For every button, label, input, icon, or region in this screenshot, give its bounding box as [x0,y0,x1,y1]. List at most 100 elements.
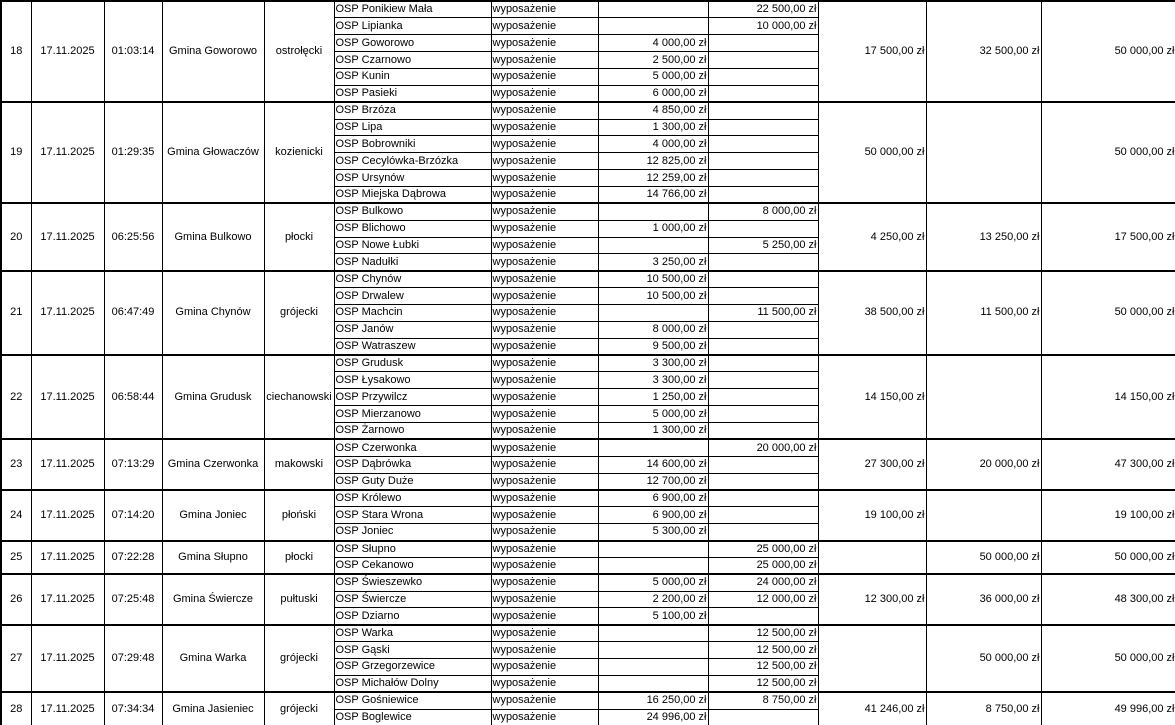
time-cell: 07:13:29 [103,438,163,491]
amount2-cell [707,388,819,407]
powiat-cell: płocki [263,539,335,575]
amount1-cell: 2 500,00 zł [597,51,709,69]
gmina-cell: Gmina Głowaczów [161,101,265,204]
table-row: OSP Miejska Dąbrowa wyposażenie 14 766,00 … [1,185,1175,204]
support-type-cell: wyposażenie [490,253,599,272]
sum1-cell [817,623,927,693]
row-number-cell: 25 [0,539,32,575]
table-row: OSP Machcin wyposażenie 11 500,00 zł [1,303,1175,322]
amount1-cell [597,623,709,643]
total-cell: 50 000,00 zł [1040,539,1175,575]
amount2-cell: 8 750,00 zł [707,691,819,710]
support-type-cell: wyposażenie [490,303,599,322]
osp-name-cell: OSP Machcin [333,303,492,322]
amount1-cell: 12 259,00 zł [597,169,709,187]
table-row: OSP Blichowo wyposażenie 1 000,00 zł [1,219,1175,238]
table-row: 20 17.11.2025 06:25:56 Gmina Bulkowo płocki O… [0,202,1175,272]
amount1-cell [597,556,709,575]
date-cell: 17.11.2025 [30,0,105,103]
date-cell: 17.11.2025 [30,691,105,725]
amount2-cell: 12 500,00 zł [707,623,819,643]
table-row: OSP Janów wyposażenie 8 000,00 zł [1,320,1175,339]
support-type-cell: wyposażenie [490,320,599,339]
amount1-cell: 1 250,00 zł [597,388,709,407]
support-type-cell: wyposażenie [490,607,599,626]
support-type-cell: wyposażenie [490,236,599,255]
osp-name-cell: OSP Blichowo [333,219,492,238]
support-type-cell: wyposażenie [490,506,599,525]
gmina-cell: Gmina Jasieniec [161,691,265,725]
support-type-cell: wyposażenie [490,337,599,356]
powiat-cell: ciechanowski [263,354,335,440]
powiat-cell: ostrołęcki [263,0,335,103]
total-cell: 47 300,00 zł [1040,438,1175,491]
gmina-cell: Gmina Grudusk [161,354,265,440]
amount1-cell: 5 000,00 zł [597,67,709,86]
amount1-cell [597,0,709,19]
osp-name-cell: OSP Przywilcz [333,388,492,407]
support-type-cell: wyposażenie [490,34,599,53]
amount2-cell [707,472,819,491]
powiat-cell: grójecki [263,269,335,356]
osp-name-cell: OSP Joniec [333,523,492,541]
sum2-cell [925,488,1042,541]
table-row: OSP Nowe Łubki wyposażenie 5 250,00 zł [1,236,1175,255]
table-row: OSP Lipianka wyposażenie 10 000,00 zł [1,17,1175,36]
support-type-cell: wyposażenie [490,354,599,373]
sum1-cell: 4 250,00 zł [817,202,927,272]
table-row: 18 17.11.2025 01:03:14 Gmina Goworowo ostroł… [0,0,1175,103]
gmina-cell: Gmina Słupno [161,539,265,575]
osp-name-cell: OSP Czerwonka [333,438,492,457]
sum2-cell: 36 000,00 zł [925,573,1042,626]
support-type-cell: wyposażenie [490,691,599,710]
sum2-cell: 11 500,00 zł [925,269,1042,356]
sum1-cell: 12 300,00 zł [817,573,927,626]
amount1-cell: 1 300,00 zł [597,421,709,440]
osp-name-cell: OSP Świercze [333,590,492,609]
osp-name-cell: OSP Janów [333,320,492,339]
total-cell: 14 150,00 zł [1040,354,1175,440]
amount2-cell [707,84,819,103]
osp-name-cell: OSP Lipa [333,118,492,137]
date-cell: 17.11.2025 [30,488,105,541]
osp-name-cell: OSP Brzóza [333,101,492,120]
amount1-cell: 4 850,00 zł [597,101,709,120]
amount2-cell [707,337,819,356]
table-row: 26 17.11.2025 07:25:48 Gmina Świercze pułtus… [0,573,1175,626]
amount2-cell [707,506,819,525]
amount1-cell [597,658,709,676]
time-cell: 01:29:35 [103,101,163,204]
row-number-cell: 22 [0,354,32,440]
amount1-cell [597,641,709,660]
sum1-cell: 27 300,00 zł [817,438,927,491]
sum2-cell: 50 000,00 zł [925,539,1042,575]
date-cell: 17.11.2025 [30,269,105,356]
date-cell: 17.11.2025 [30,101,105,204]
support-type-cell: wyposażenie [490,438,599,457]
amount1-cell: 3 250,00 zł [597,253,709,272]
row-number-cell: 21 [0,269,32,356]
time-cell: 06:47:49 [103,269,163,356]
powiat-cell: grójecki [263,623,335,693]
osp-name-cell: OSP Bobrowniki [333,135,492,154]
date-cell: 17.11.2025 [30,623,105,693]
amount1-cell: 9 500,00 zł [597,337,709,356]
amount2-cell: 11 500,00 zł [707,303,819,322]
support-type-cell: wyposażenie [490,169,599,187]
table-row: 27 17.11.2025 07:29:48 Gmina Warka grójecki O… [0,623,1175,693]
powiat-cell: płoński [263,488,335,541]
date-cell: 17.11.2025 [30,354,105,440]
row-number-cell: 23 [0,438,32,491]
amount2-cell [707,421,819,440]
amount2-cell [707,523,819,541]
amount2-cell [707,67,819,86]
amount2-cell [707,371,819,390]
support-type-cell: wyposażenie [490,623,599,643]
time-cell: 07:22:28 [103,539,163,575]
powiat-cell: makowski [263,438,335,491]
amount2-cell: 25 000,00 zł [707,556,819,575]
table-row: OSP Czarnowo wyposażenie 2 500,00 zł [1,51,1175,69]
osp-name-cell: OSP Bulkowo [333,202,492,221]
amount2-cell [707,34,819,53]
table-row: OSP Dąbrówka wyposażenie 14 600,00 zł [1,455,1175,474]
